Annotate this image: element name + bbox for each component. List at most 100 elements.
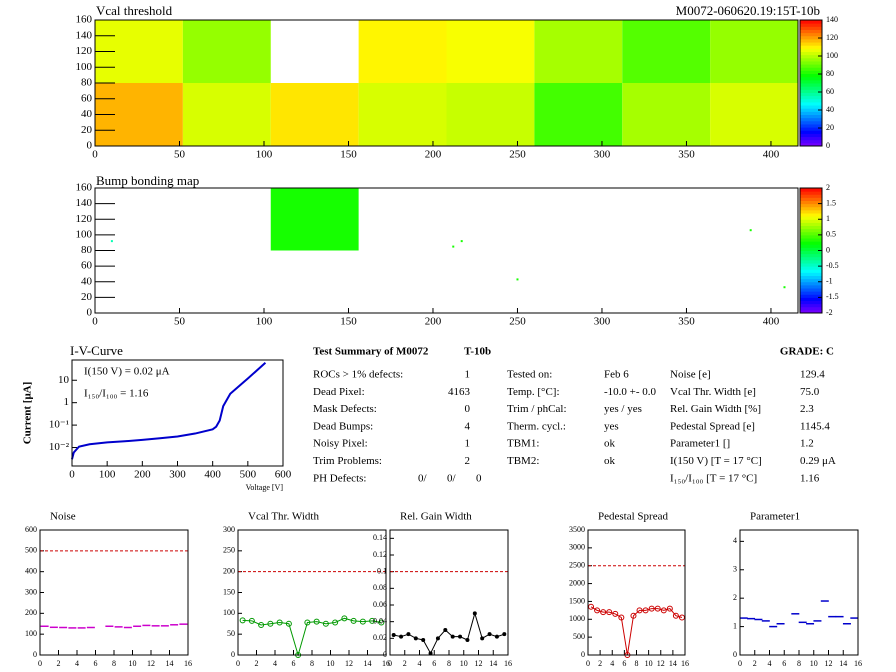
summary-value: ok (604, 438, 616, 450)
colorbar-step (800, 288, 822, 292)
y-tick-label: 80 (81, 244, 93, 256)
grade: GRADE: C (780, 346, 834, 358)
colorbar-step (800, 213, 822, 217)
roc-point (341, 615, 348, 622)
y-tick-label: 100 (76, 61, 93, 73)
summary-title: Test Summary of M0072 (313, 346, 429, 358)
colorbar-step (800, 306, 822, 311)
plot-frame (237, 529, 387, 656)
x-tick-label: 200 (425, 149, 442, 161)
x-tick-label: 6 (622, 659, 626, 668)
colorbar-step (800, 194, 822, 198)
colorbar-step (800, 259, 822, 264)
colorbar-step (800, 45, 822, 49)
colorbar-step (800, 191, 822, 195)
x-tick-label: 300 (594, 149, 611, 161)
y-axis-label: Current [μA] (22, 382, 34, 445)
summary-label: Mask Defects: (313, 403, 377, 415)
x-tick-label: 4 (273, 659, 277, 668)
x-tick-label: 400 (204, 469, 221, 481)
roc-point (630, 612, 637, 619)
roc-point (648, 605, 655, 612)
roc-point (359, 618, 366, 625)
summary-value: yes (604, 420, 619, 432)
colorbar-step (800, 98, 822, 103)
y-tick-label: 1500 (569, 596, 585, 605)
summary-label: TBM1: (507, 438, 539, 450)
y-tick-label: 100 (223, 608, 235, 617)
roc-point (636, 607, 643, 614)
y-tick-label: 100 (76, 228, 93, 240)
x-tick-label: 0 (69, 469, 75, 481)
dead-bump (516, 278, 519, 281)
roc-point (399, 634, 404, 639)
x-tick-label: 16 (184, 659, 192, 668)
ph-defect: 0/ (418, 472, 428, 484)
x-tick-label: 6 (292, 659, 296, 668)
summary-label: I₁₅₀/I₁₀₀ [T = 17 °C] (670, 472, 757, 484)
y-tick-label: 20 (81, 124, 93, 136)
colorbar-label: 140 (826, 15, 838, 24)
colorbar-step (800, 244, 822, 248)
roc-point (654, 605, 661, 612)
annotation: I(150 V) = 0.02 μA (84, 366, 170, 378)
y-tick-label: 0 (733, 650, 737, 659)
summary-label: Parameter1 [] (670, 438, 730, 450)
dead-bump (460, 240, 463, 243)
colorbar-step (800, 20, 822, 24)
dead-bump (783, 286, 786, 289)
x-axis-label: Voltage [V] (246, 483, 284, 492)
y-tick-label: 200 (223, 566, 235, 575)
y-tick-label: 3500 (569, 525, 585, 534)
x-tick-label: 0 (586, 659, 590, 668)
y-tick-label: 4 (733, 536, 737, 545)
y-tick-label: 0.04 (373, 616, 387, 625)
colorbar-label: 60 (826, 87, 834, 96)
x-tick-label: 14 (839, 659, 847, 668)
colorbar-step (800, 51, 822, 56)
colorbar-step (800, 26, 822, 30)
roc-cell (534, 20, 623, 83)
y-tick-label: 10⁻² (49, 441, 70, 453)
y-tick-label: 40 (81, 108, 93, 120)
roc-point (600, 609, 607, 616)
colorbar-label: 0 (826, 141, 830, 150)
roc-point (502, 632, 507, 637)
y-tick-label: 0 (231, 650, 235, 659)
roc-cell (270, 83, 359, 146)
x-tick-label: 12 (657, 659, 665, 668)
colorbar-step (800, 278, 822, 283)
ph-defect: 0 (476, 472, 482, 484)
dead-bump (749, 229, 752, 232)
y-tick-label: 120 (76, 213, 93, 225)
y-tick-label: 0.14 (373, 533, 387, 542)
x-tick-label: 600 (275, 469, 292, 481)
summary-label: Dead Pixel: (313, 386, 365, 398)
y-tick-label: 0 (33, 650, 37, 659)
x-tick-label: 100 (256, 149, 273, 161)
colorbar-step (800, 269, 822, 273)
colorbar-step (800, 108, 822, 112)
x-tick-label: 500 (240, 469, 257, 481)
x-tick-label: 10 (460, 659, 468, 668)
roc-title: Parameter1 (750, 511, 800, 523)
summary-label: Trim / phCal: (507, 403, 567, 415)
roc-title: Vcal Thr. Width (248, 511, 319, 523)
dead-bump (110, 240, 113, 243)
colorbar-step (800, 297, 822, 301)
x-tick-label: 350 (678, 316, 695, 328)
map-title: Bump bonding map (96, 173, 199, 188)
y-tick-label: 120 (76, 45, 93, 57)
x-tick-label: 16 (382, 659, 390, 668)
x-tick-label: 8 (797, 659, 801, 668)
summary-value: 4 (465, 420, 471, 432)
summary-value: 1145.4 (800, 420, 830, 432)
x-tick-label: 4 (610, 659, 614, 668)
colorbar-step (800, 197, 822, 201)
plot-frame (389, 529, 509, 656)
colorbar-step (800, 222, 822, 226)
colorbar-step (800, 203, 822, 208)
y-tick-label: 80 (81, 77, 93, 89)
iv-title: I-V-Curve (70, 343, 123, 358)
summary-value: 0 (465, 403, 471, 415)
